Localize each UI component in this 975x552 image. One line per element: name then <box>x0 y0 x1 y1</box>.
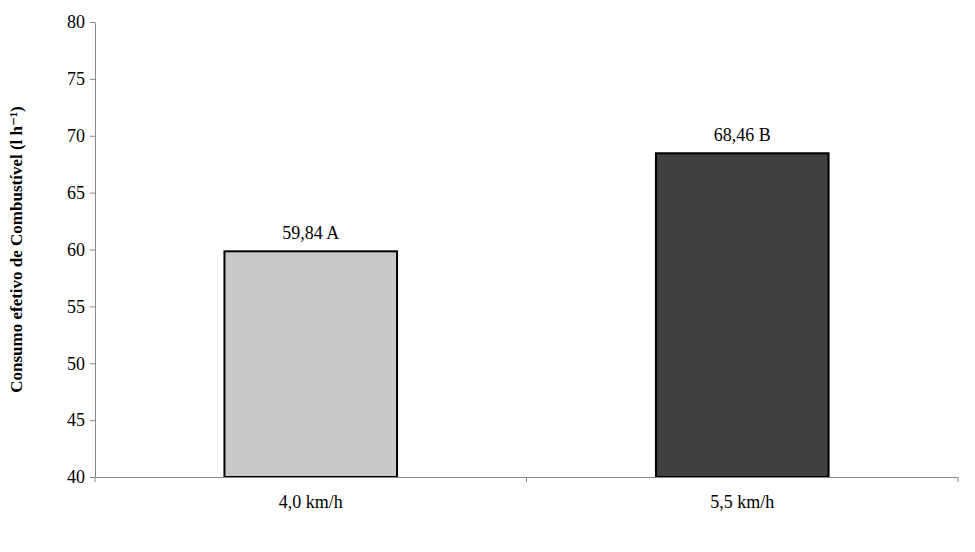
y-tick-mark <box>90 420 95 421</box>
y-tick-label: 50 <box>67 354 85 374</box>
y-tick: 80 <box>67 12 95 32</box>
data-label: 59,84 A <box>282 223 339 243</box>
y-tick-mark <box>90 477 95 478</box>
y-tick: 40 <box>67 467 95 487</box>
category-separator <box>95 477 96 482</box>
y-tick-label: 75 <box>67 69 85 89</box>
bars <box>224 153 828 477</box>
category-separator <box>526 477 527 482</box>
y-tick: 70 <box>67 126 95 146</box>
x-axis: 4,0 km/h 5,5 km/h <box>95 477 959 512</box>
y-tick-mark <box>90 363 95 364</box>
data-label: 68,46 B <box>714 125 771 145</box>
y-tick-mark <box>90 136 95 137</box>
x-tick: 4,0 km/h <box>279 477 343 512</box>
y-axis-title: Consumo efetivo de Combustível (l h⁻¹) <box>7 106 26 393</box>
y-tick-label: 80 <box>67 12 85 32</box>
y-tick-label: 40 <box>67 467 85 487</box>
category-separator <box>958 477 959 482</box>
bar <box>656 153 829 477</box>
y-tick: 50 <box>67 354 95 374</box>
y-tick-label: 45 <box>67 410 85 430</box>
y-tick: 55 <box>67 297 95 317</box>
y-tick: 60 <box>67 240 95 260</box>
x-tick-label: 5,5 km/h <box>710 492 774 512</box>
x-tick: 5,5 km/h <box>710 477 774 512</box>
y-tick: 75 <box>67 69 95 89</box>
y-tick: 45 <box>67 410 95 430</box>
y-tick-label: 70 <box>67 126 85 146</box>
y-tick-mark <box>90 79 95 80</box>
y-tick-label: 55 <box>67 297 85 317</box>
x-tick-label: 4,0 km/h <box>279 492 343 512</box>
y-tick-label: 65 <box>67 183 85 203</box>
y-tick-mark <box>90 306 95 307</box>
y-tick-mark <box>90 193 95 194</box>
chart: 40 45 50 55 60 65 70 75 80 4,0 km/h 5,5 km/h 59,84 … <box>0 0 975 552</box>
y-axis-line <box>95 23 96 478</box>
bar <box>224 251 397 477</box>
y-tick-mark <box>90 22 95 23</box>
plot: 40 45 50 55 60 65 70 75 80 4,0 km/h 5,5 km/h 59,84 … <box>67 12 959 512</box>
data-labels: 59,84 A 68,46 B <box>282 125 771 243</box>
y-tick-mark <box>90 250 95 251</box>
y-tick-label: 60 <box>67 240 85 260</box>
y-axis: 40 45 50 55 60 65 70 75 80 <box>67 12 96 487</box>
y-tick: 65 <box>67 183 95 203</box>
